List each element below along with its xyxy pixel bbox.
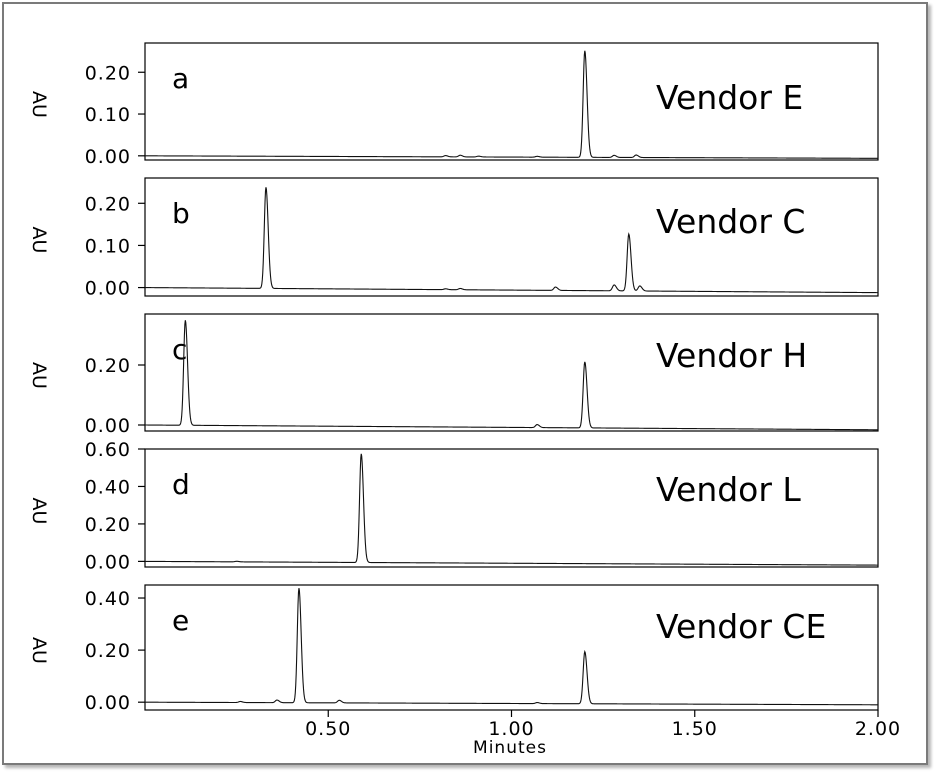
chromatogram-panel-c: 0.00 0.20 AU c Vendor H	[28, 313, 879, 437]
x-tick-label: 0.50	[305, 718, 351, 740]
y-tick-label: 0.00	[85, 692, 131, 714]
plot-frame	[144, 42, 879, 161]
panel-letter: c	[172, 333, 187, 366]
x-tick-label: 2.00	[855, 718, 901, 740]
vendor-label: Vendor H	[656, 336, 807, 375]
y-axis-label: AU	[28, 227, 50, 254]
y-axis-label: AU	[28, 498, 50, 525]
vendor-label: Vendor E	[656, 78, 803, 117]
y-tick-label: 0.20	[85, 62, 131, 84]
y-axis-label: AU	[28, 91, 50, 118]
chromatogram-panel-b: 0.00 0.10 0.20 AU b Vendor C	[28, 177, 879, 300]
chromatogram-trace	[145, 588, 878, 706]
y-tick-label: 0.00	[85, 278, 131, 300]
y-axis-label: AU	[28, 362, 50, 389]
chromatogram-panel-d: 0.00 0.20 0.40 0.60 AU d Vendor L	[28, 439, 879, 573]
panel-letter: d	[172, 468, 190, 501]
vendor-label: Vendor L	[656, 470, 801, 509]
chromatogram-trace	[145, 453, 879, 566]
y-tick-label: 0.60	[85, 439, 131, 461]
chromatogram-trace	[145, 320, 878, 431]
y-tick-label: 0.00	[85, 551, 131, 573]
plot-frame	[144, 177, 879, 297]
y-tick-label: 0.10	[85, 104, 131, 126]
y-tick-label: 0.20	[85, 193, 131, 215]
y-tick-label: 0.00	[85, 415, 131, 437]
chromatogram-trace	[145, 50, 878, 159]
plot-frame	[144, 448, 879, 568]
chromatogram-panel-e: 0.00 0.20 0.40 AU e Vendor CE 0.50 1.00 1.50 2.00…	[28, 584, 901, 758]
plot-frame	[144, 313, 879, 432]
y-tick-label: 0.10	[85, 235, 131, 257]
panel-letter: e	[172, 604, 189, 637]
x-tick-label: 1.50	[672, 718, 718, 740]
panel-letter: b	[172, 197, 190, 230]
plot-frame	[144, 584, 879, 711]
x-axis-label: Minutes	[473, 738, 547, 758]
y-tick-label: 0.20	[85, 514, 131, 536]
y-tick-label: 0.00	[85, 146, 131, 168]
chromatogram-trace	[145, 187, 878, 294]
y-tick-label: 0.40	[85, 588, 131, 610]
x-tick-label: 1.00	[488, 718, 534, 740]
y-tick-label: 0.20	[85, 640, 131, 662]
y-tick-label: 0.40	[85, 476, 131, 498]
vendor-label: Vendor C	[656, 202, 805, 241]
chromatogram-panel-a: 0.00 0.10 0.20 AU a Vendor E	[28, 42, 879, 168]
y-axis-label: AU	[28, 637, 50, 664]
vendor-label: Vendor CE	[656, 607, 826, 646]
y-tick-label: 0.20	[85, 355, 131, 377]
panel-letter: a	[172, 62, 189, 95]
